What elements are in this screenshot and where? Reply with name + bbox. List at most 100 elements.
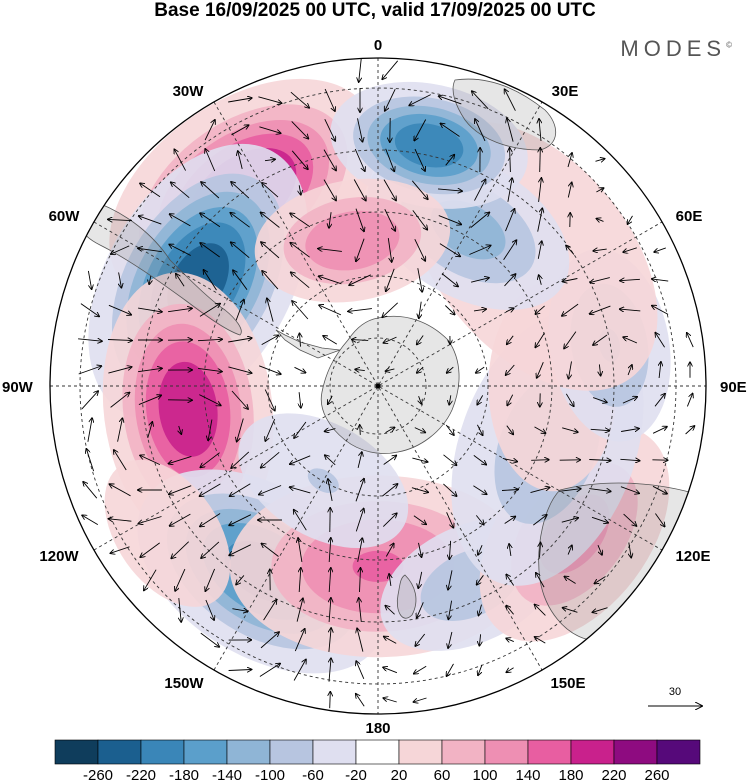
wind-arrow [299, 568, 301, 593]
wind-arrow [449, 395, 451, 404]
wind-arrow [437, 189, 462, 191]
wind-arrow [231, 242, 250, 259]
wind-arrow [506, 364, 515, 375]
wind-arrow [329, 628, 331, 652]
wind-arrow [290, 487, 311, 494]
colorbar-tick-label: -20 [345, 767, 367, 783]
label-90w: 90W [2, 379, 34, 396]
wind-arrow [169, 245, 191, 256]
wind-arrow [200, 213, 221, 228]
wind-arrow [231, 451, 250, 468]
wind-arrow [533, 515, 546, 526]
wind-arrow [290, 213, 311, 228]
colorbar-tick-label: -140 [212, 767, 242, 783]
wind-arrow [296, 598, 303, 622]
wind-arrow [414, 427, 425, 433]
wind-arrow [108, 367, 131, 374]
wind-arrow [356, 661, 365, 679]
wind-arrow [414, 697, 427, 702]
wind-arrow [139, 516, 162, 524]
wind-arrow [419, 301, 421, 319]
latitude-circle-80 [329, 337, 427, 435]
wind-arrow [564, 577, 576, 584]
wind-arrow [323, 336, 338, 345]
wind-arrow [201, 182, 220, 199]
wind-arrow [262, 271, 279, 290]
wind-arrow [168, 308, 192, 313]
colorbar-swatch [140, 739, 185, 765]
wind-arrow [593, 334, 608, 345]
wind-arrow [448, 631, 453, 648]
wind-arrow [385, 606, 395, 615]
wind-arrow [147, 422, 153, 439]
wind-arrow [448, 570, 453, 589]
wind-arrow [447, 663, 454, 676]
wind-arrow [259, 365, 281, 374]
wind-arrow [290, 455, 311, 464]
wind-arrow [318, 249, 342, 252]
anomaly-contour [394, 123, 464, 168]
wind-arrow [258, 96, 281, 103]
wind-arrow [445, 155, 455, 166]
label-90e: 90E [720, 379, 747, 396]
south-america-outline [78, 199, 242, 336]
wind-arrow [86, 449, 95, 472]
wind-arrow [383, 667, 398, 674]
wind-arrow [562, 303, 579, 316]
wind-arrow [411, 180, 427, 199]
wind-arrow [353, 179, 366, 201]
wind-arrow [205, 599, 214, 620]
wind-arrow [328, 395, 333, 404]
wind-arrow [169, 485, 192, 495]
wind-arrow [567, 183, 571, 198]
wind-arrow [174, 149, 186, 171]
wind-arrow [507, 394, 514, 406]
reference-vector-label: 30 [669, 686, 681, 698]
wind-arrow [559, 489, 581, 492]
wind-arrow [412, 457, 427, 462]
wind-arrow [535, 332, 545, 348]
wind-arrow [198, 367, 222, 371]
colorbar-swatch [656, 739, 701, 765]
wind-arrow [229, 514, 251, 526]
anomaly-center [330, 81, 528, 209]
wind-arrow [504, 517, 516, 524]
wind-arrow [264, 389, 275, 411]
wind-arrow [473, 455, 486, 464]
wind-arrow [417, 602, 424, 617]
wind-arrow [654, 247, 666, 252]
wind-arrow [267, 298, 274, 322]
wind-arrow [476, 424, 482, 435]
wind-arrow [262, 544, 279, 557]
wind-arrow [438, 215, 461, 225]
wind-arrow [117, 418, 123, 442]
wind-arrow [324, 119, 335, 141]
wind-arrow [567, 153, 572, 168]
wind-arrow [414, 239, 425, 261]
wind-arrow [475, 515, 483, 524]
label-60e: 60E [676, 208, 703, 225]
wind-arrow [469, 246, 490, 255]
wind-arrow [510, 148, 511, 173]
wind-arrow [627, 365, 632, 376]
wind-arrow [119, 272, 122, 287]
wind-arrow [507, 118, 514, 142]
wind-arrow [414, 665, 427, 673]
wind-arrow [82, 515, 99, 525]
colorbar-tick-label: -100 [255, 767, 285, 783]
colorbar-swatch [613, 739, 658, 765]
anomaly-center [254, 178, 451, 303]
wind-arrow [384, 209, 395, 231]
colorbar-tick-label: 60 [434, 767, 451, 783]
colorbar-tick-label: 20 [391, 767, 408, 783]
wind-arrow [179, 425, 182, 434]
wind-arrow [418, 571, 423, 588]
wind-arrow [138, 368, 162, 373]
wind-arrow [261, 213, 280, 228]
wind-arrow [477, 395, 484, 404]
colorbar-swatch [398, 739, 443, 765]
wind-arrow [506, 606, 514, 615]
wind-arrow [385, 89, 396, 111]
meridian-30 [213, 101, 543, 671]
wind-arrow [149, 275, 151, 284]
